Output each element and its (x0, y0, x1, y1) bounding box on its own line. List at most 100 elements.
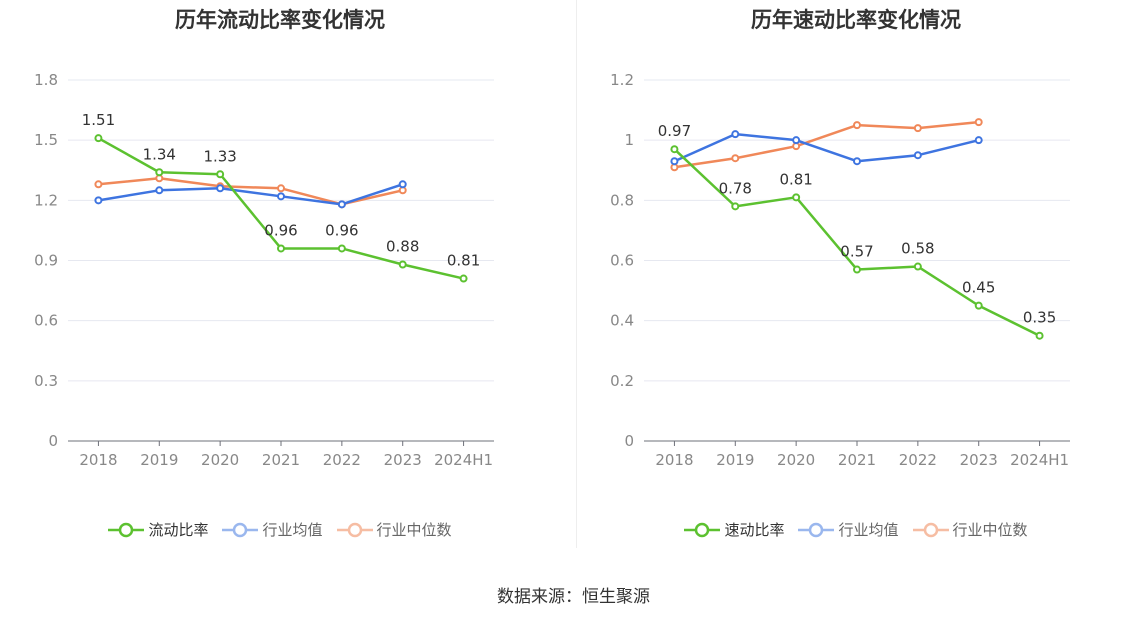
x-tick-label: 2018 (79, 451, 117, 469)
data-point (853, 157, 861, 166)
data-point (974, 118, 983, 127)
data-point (155, 186, 164, 195)
x-tick-label: 2018 (655, 451, 693, 469)
y-tick-label: 0 (624, 432, 634, 450)
data-point (94, 134, 103, 143)
data-label: 0.88 (386, 238, 419, 256)
data-point (731, 154, 740, 163)
legend-label: 行业均值 (262, 521, 323, 539)
legend-line-icon (336, 522, 373, 537)
x-tick-label: 2023 (960, 451, 998, 469)
legend-item-industry-median[interactable]: 行业中位数 (336, 519, 452, 540)
legend-line-icon (798, 522, 835, 537)
data-point (731, 130, 740, 139)
series-line (673, 132, 980, 163)
data-point (398, 260, 407, 269)
current-ratio-chart: 0 0.3 0.6 0.9 1.2 1.5 1.8 2018 2019 2020 2021 2022 2… (34, 71, 494, 469)
x-tick-label: 2022 (323, 451, 361, 469)
chart-title: 历年流动比率变化情况 (175, 8, 385, 32)
x-tick-label: 2021 (838, 451, 876, 469)
data-point (277, 192, 285, 201)
y-tick-label: 1.5 (34, 131, 58, 149)
data-point (94, 196, 103, 205)
data-label: 0.81 (447, 252, 480, 270)
data-source: 数据来源：恒生聚源 (497, 587, 650, 607)
data-label: 0.78 (719, 179, 752, 197)
legend-item-industry-avg[interactable]: 行业均值 (798, 519, 899, 540)
x-tick-label: 2022 (899, 451, 937, 469)
data-point (337, 200, 346, 209)
legend-line-icon (684, 522, 721, 537)
data-point (216, 170, 225, 179)
data-point (94, 180, 103, 189)
panel-divider (576, 0, 577, 548)
data-point (792, 193, 801, 202)
x-tick-label: 2021 (262, 451, 300, 469)
data-point (216, 184, 225, 193)
y-tick-label: 0.2 (610, 372, 634, 390)
data-label: 0.45 (962, 279, 995, 297)
data-point (459, 274, 468, 283)
y-tick-label: 1.2 (34, 191, 58, 209)
data-point (913, 124, 922, 133)
y-tick-label: 0 (48, 432, 58, 450)
x-tick-label: 2023 (384, 451, 422, 469)
y-tick-label: 1.2 (610, 71, 634, 89)
data-point (974, 301, 983, 310)
data-label: 1.33 (203, 147, 236, 165)
data-point (398, 180, 407, 189)
y-tick-label: 0.4 (610, 312, 634, 330)
legend-item-main[interactable]: 速动比率 (684, 519, 784, 540)
data-point (155, 168, 164, 177)
legend-line-icon (108, 522, 145, 537)
data-label: 0.97 (658, 122, 691, 140)
chart-title: 历年速动比率变化情况 (751, 8, 961, 32)
x-tick-label: 2020 (777, 451, 815, 469)
data-label: 1.34 (143, 145, 176, 163)
data-point (277, 184, 285, 193)
legend-item-industry-median[interactable]: 行业中位数 (912, 519, 1028, 540)
data-label: 0.58 (901, 240, 934, 258)
x-tick-label: 2024H1 (434, 451, 493, 469)
data-point (277, 244, 285, 253)
y-tick-label: 1.8 (34, 71, 58, 89)
y-tick-label: 0.6 (34, 312, 58, 330)
legend-line-icon (222, 522, 259, 537)
legend-line-icon (912, 522, 949, 537)
current-ratio-panel: 历年流动比率变化情况 0 0.3 0.6 0.9 1.2 1.5 1.8 2018 2019 20… (0, 0, 576, 560)
legend-item-industry-avg[interactable]: 行业均值 (222, 519, 323, 540)
x-tick-label: 2020 (201, 451, 239, 469)
y-tick-label: 0.9 (34, 252, 58, 270)
y-tick-label: 0.6 (610, 252, 634, 270)
data-label: 0.81 (779, 170, 812, 188)
data-label: 0.35 (1023, 309, 1056, 327)
x-tick-label: 2019 (140, 451, 178, 469)
data-point (853, 121, 861, 130)
data-point (1035, 331, 1044, 340)
legend-item-main[interactable]: 流动比率 (108, 519, 208, 540)
data-label: 0.96 (325, 221, 358, 239)
data-point (913, 262, 922, 271)
data-point (913, 151, 922, 160)
data-label: 0.57 (840, 243, 873, 261)
y-tick-label: 1 (624, 131, 634, 149)
x-tick-label: 2019 (716, 451, 754, 469)
y-tick-label: 0.8 (610, 191, 634, 209)
chart-legend: 速动比率 行业均值 行业中位数 (576, 519, 1136, 540)
data-label: 0.96 (264, 221, 297, 239)
data-point (337, 244, 346, 253)
series-line (674, 120, 979, 169)
data-point (670, 145, 679, 154)
data-label: 1.51 (82, 111, 115, 129)
y-tick-label: 0.3 (34, 372, 58, 390)
data-point (670, 157, 679, 166)
legend-label: 行业中位数 (376, 521, 452, 539)
data-point (974, 136, 983, 145)
legend-label: 行业均值 (838, 521, 899, 539)
data-point (792, 136, 801, 145)
legend-label: 行业中位数 (952, 521, 1028, 539)
quick-ratio-panel: 历年速动比率变化情况 0 0.2 0.4 0.6 0.8 1 1.2 2018 2019 2020… (576, 0, 1147, 560)
data-point (853, 265, 861, 274)
data-point (731, 202, 740, 211)
